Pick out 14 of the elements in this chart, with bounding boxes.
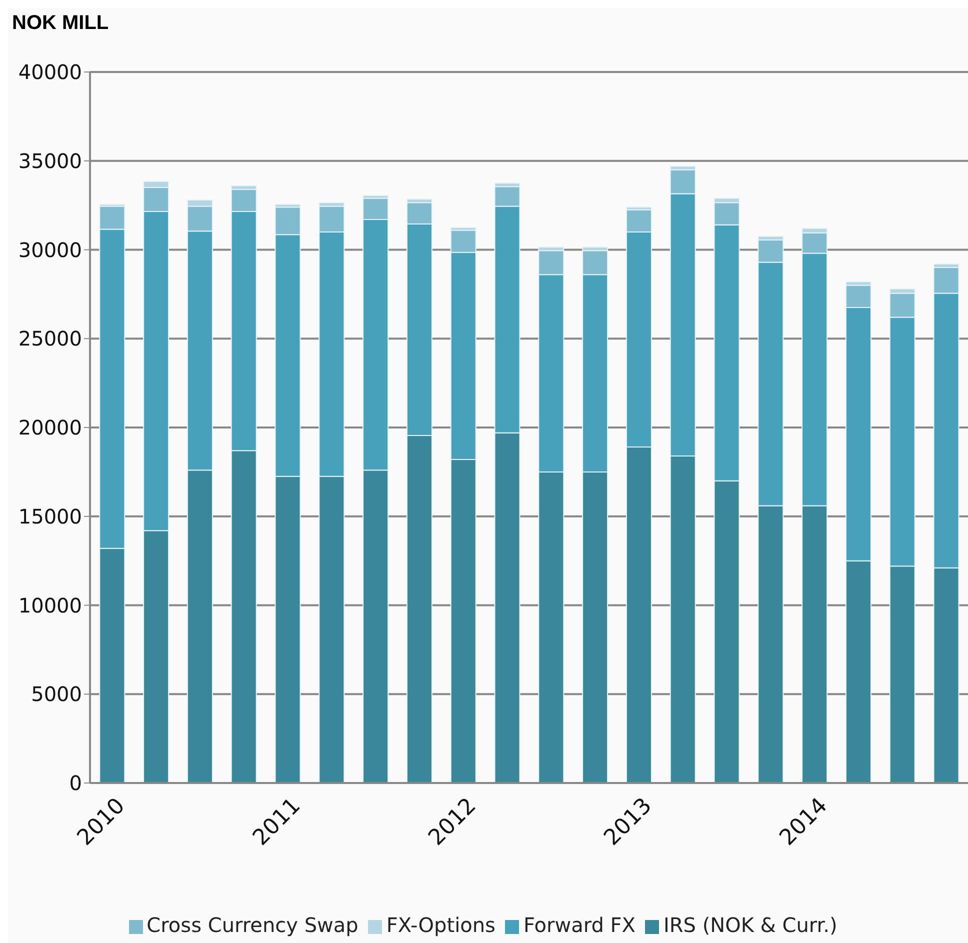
legend-label: Cross Currency Swap <box>146 913 358 937</box>
chart-title: NOK MILL <box>11 11 110 36</box>
y-tick-label: 30000 <box>18 238 82 262</box>
y-tick-label: 5000 <box>31 682 82 706</box>
legend-label: IRS (NOK & Curr.) <box>663 913 838 937</box>
legend-label: Forward FX <box>523 913 636 937</box>
legend-label: FX-Options <box>386 913 496 937</box>
y-tick-label: 10000 <box>18 593 82 618</box>
y-tick-label: 35000 <box>18 148 82 173</box>
y-tick-label: 0 <box>69 771 82 796</box>
y-tick-label: 20000 <box>18 416 82 440</box>
y-tick-label: 40000 <box>18 60 82 84</box>
y-tick-label: 15000 <box>18 504 82 528</box>
y-tick-label: 25000 <box>18 326 82 351</box>
